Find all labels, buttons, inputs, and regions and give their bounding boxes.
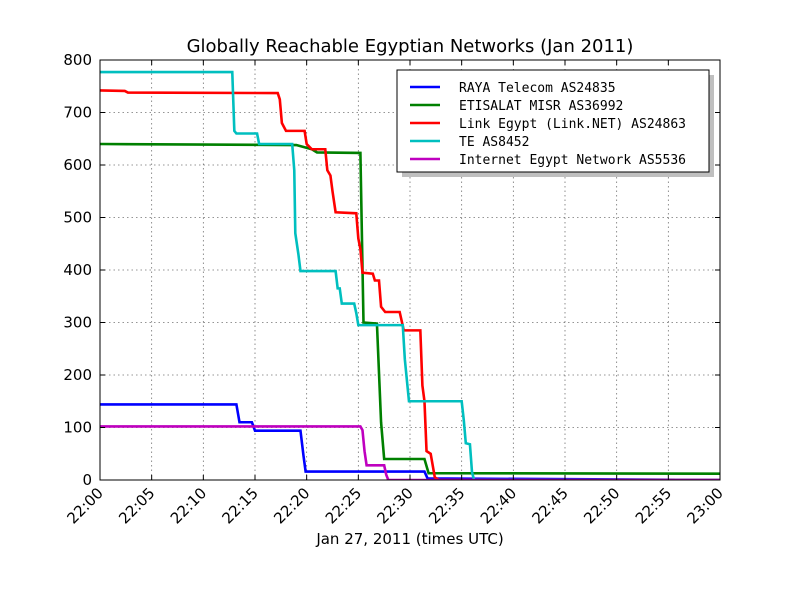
- y-tick-label: 300: [63, 314, 92, 332]
- x-tick-label: 22:45: [529, 484, 572, 527]
- series-line-5: [100, 425, 720, 480]
- series-line-1: [100, 403, 720, 480]
- legend-label: TE AS8452: [459, 135, 529, 150]
- legend-label: RAYA Telecom AS24835: [459, 81, 616, 96]
- x-tick-label: 22:35: [425, 484, 468, 527]
- x-axis-label: Jan 27, 2011 (times UTC): [315, 530, 503, 548]
- series-line-3: [100, 89, 720, 480]
- y-tick-label: 200: [63, 366, 92, 384]
- y-tick-label: 600: [63, 156, 92, 174]
- x-tick-label: 22:20: [270, 484, 313, 527]
- x-tick-label: 22:25: [322, 484, 365, 527]
- x-tick-label: 22:00: [64, 484, 107, 527]
- legend-label: ETISALAT MISR AS36992: [459, 99, 623, 114]
- x-tick-label: 22:05: [115, 484, 158, 527]
- legend-label: Link Egypt (Link.NET) AS24863: [459, 117, 686, 132]
- x-tick-label: 22:15: [219, 484, 262, 527]
- x-tick-label: 22:50: [580, 484, 623, 527]
- series-line-2: [100, 142, 720, 475]
- legend-label: Internet Egypt Network AS5536: [459, 153, 686, 168]
- y-tick-label: 500: [63, 209, 92, 227]
- y-tick-label: 800: [63, 51, 92, 69]
- legend-box: [396, 69, 710, 173]
- series-line-4: [100, 70, 720, 480]
- x-tick-label: 22:30: [374, 484, 417, 527]
- y-tick-label: 700: [63, 104, 92, 122]
- plot-area: [100, 70, 720, 480]
- x-tick-label: 22:10: [167, 484, 210, 527]
- x-tick-label: 22:55: [632, 484, 675, 527]
- x-tick-label: 23:00: [684, 484, 727, 527]
- y-tick-label: 100: [63, 419, 92, 437]
- y-tick-label: 400: [63, 261, 92, 279]
- legend: RAYA Telecom AS24835 ETISALAT MISR AS3699…: [396, 69, 714, 177]
- y-tick-label: 0: [82, 471, 92, 489]
- x-tick-label: 22:40: [477, 484, 520, 527]
- chart-title: Globally Reachable Egyptian Networks (Ja…: [187, 36, 634, 57]
